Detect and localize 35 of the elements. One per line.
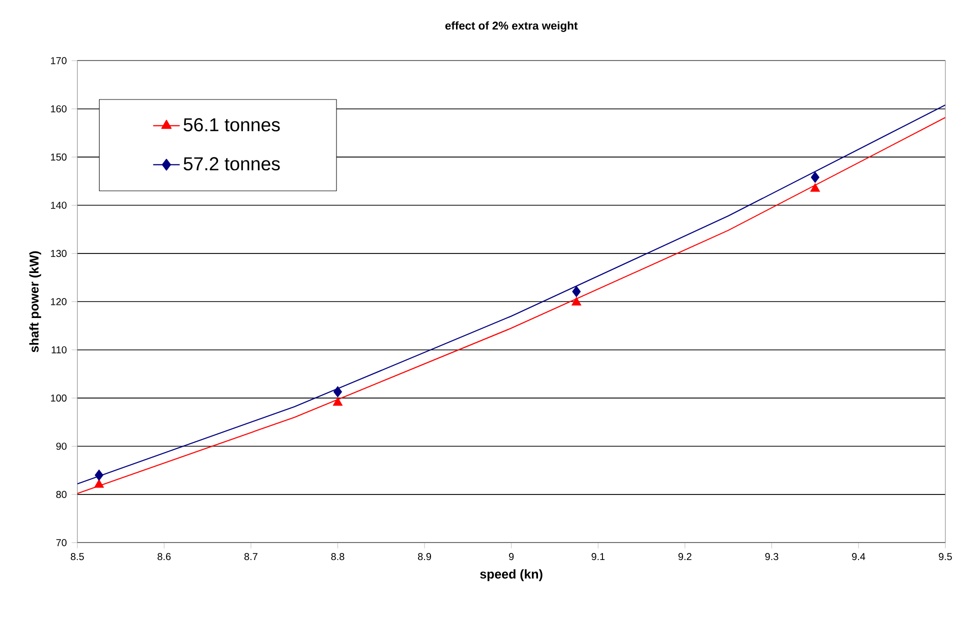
point xyxy=(94,470,104,481)
legend-label: 56.1 tonnes xyxy=(184,118,280,132)
x-tick-label: 9.5 xyxy=(938,553,952,560)
x-tick-label: 9.2 xyxy=(678,553,692,560)
x-tick-label: 8.5 xyxy=(70,553,84,560)
x-tick-label: 8.9 xyxy=(418,553,432,560)
point xyxy=(572,297,582,306)
x-axis-title: speed (kn) xyxy=(480,569,542,582)
point xyxy=(810,172,820,183)
y-tick-label: 90 xyxy=(56,442,67,450)
x-tick-label: 8.6 xyxy=(158,553,171,560)
y-tick-label: 130 xyxy=(51,250,67,257)
point xyxy=(94,479,104,488)
point xyxy=(333,386,342,398)
y-tick-label: 160 xyxy=(51,105,67,112)
y-tick-label: 100 xyxy=(51,394,67,402)
chart-title: effect of 2% extra weight xyxy=(445,21,578,32)
x-tick-label: 9.1 xyxy=(592,553,605,560)
legend-label: 57.2 tonnes xyxy=(184,157,280,170)
x-tick-label: 8.8 xyxy=(331,553,344,560)
x-tick-label: 9.3 xyxy=(765,553,778,560)
point xyxy=(810,183,820,192)
y-tick-label: 120 xyxy=(51,298,67,306)
x-tick-label: 9 xyxy=(509,553,514,560)
y-tick-label: 140 xyxy=(51,202,67,209)
x-tick-label: 9.4 xyxy=(852,553,866,560)
point xyxy=(572,286,581,298)
y-tick-label: 150 xyxy=(51,154,67,161)
y-tick-label: 70 xyxy=(56,539,67,546)
y-tick-label: 110 xyxy=(52,346,67,354)
y-axis-title: shaft power (kW) xyxy=(29,251,42,352)
y-tick-label: 170 xyxy=(51,57,67,64)
x-tick-label: 8.7 xyxy=(244,553,258,560)
y-tick-label: 80 xyxy=(56,490,67,498)
point xyxy=(332,397,343,406)
